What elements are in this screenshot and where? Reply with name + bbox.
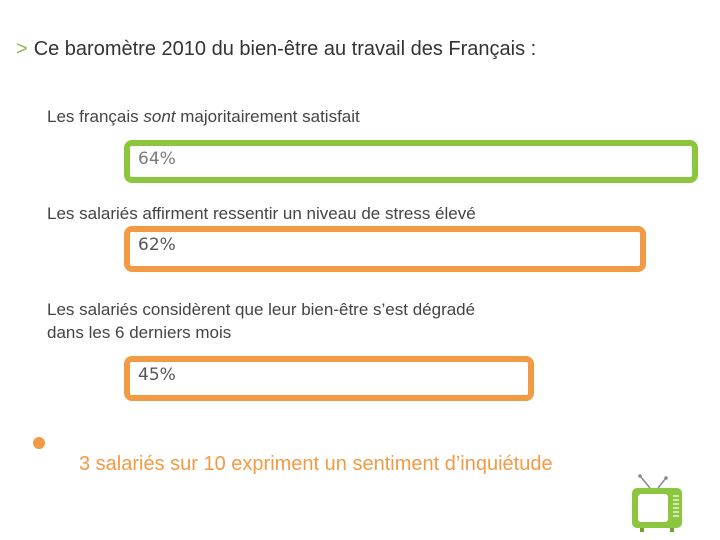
stat-1-bar: 64% xyxy=(124,140,698,183)
stat-2-percent: 62% xyxy=(138,235,176,255)
bullet-dot xyxy=(33,437,45,449)
conclusion-text: 3 salariés sur 10 expriment un sentiment… xyxy=(79,453,553,475)
stat-1-percent: 64% xyxy=(138,149,176,169)
stat-3-label: Les salariés considèrent que leur bien-ê… xyxy=(47,298,475,344)
stat-1-label-part: Les français xyxy=(47,107,144,126)
stat-1-label-part: majoritairement satisfait xyxy=(175,107,360,126)
title-text: Ce baromètre 2010 du bien-être au travai… xyxy=(33,38,537,60)
stat-3-bar: 45% xyxy=(124,356,534,401)
title-caret: > xyxy=(16,38,28,60)
stat-1-label: Les français sont majoritairement satisf… xyxy=(47,105,360,128)
stat-3-label-line: dans les 6 derniers mois xyxy=(47,323,232,342)
slide-title: > Ce baromètre 2010 du bien-être au trava… xyxy=(16,38,536,61)
stat-3-percent: 45% xyxy=(138,365,176,385)
tv-icon xyxy=(632,474,682,532)
stat-2-label: Les salariés affirment ressentir un nive… xyxy=(47,204,476,223)
stat-2-bar: 62% xyxy=(124,226,646,272)
stat-1-label-emphasis: sont xyxy=(143,107,176,126)
stat-3-label-line: Les salariés considèrent que leur bien-ê… xyxy=(47,300,476,319)
